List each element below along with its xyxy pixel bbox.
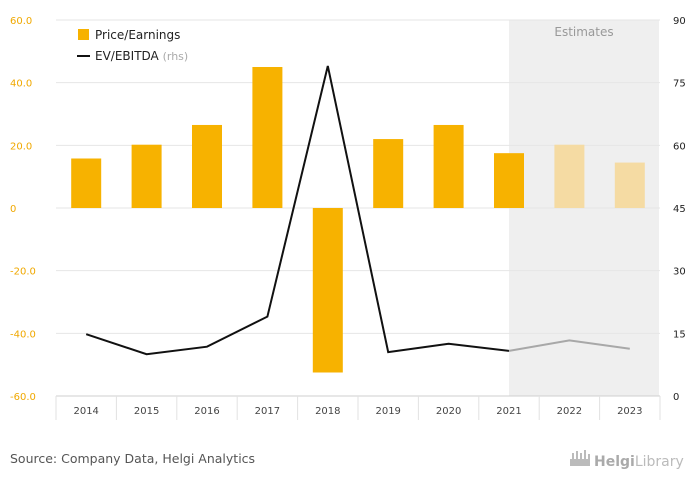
right-tick-label: 45 (673, 204, 686, 215)
line-ev-ebitda-estimate (508, 339, 630, 352)
legend: Price/Earnings EV/EBITDA (rhs) (77, 28, 188, 63)
x-tick-label: 2017 (255, 406, 280, 417)
left-tick-label: 40.0 (10, 79, 32, 90)
bar-price-earnings (433, 124, 464, 208)
helgi-library-logo: HelgiLibrary (570, 450, 684, 470)
left-tick-label: 60.0 (10, 16, 32, 27)
left-tick-label: 20.0 (10, 141, 32, 152)
legend-rhs-note: (rhs) (163, 50, 189, 63)
ev-ebitda-lines (85, 65, 630, 356)
helgi-library-wordmark: HelgiLibrary (594, 454, 684, 470)
x-tick-label: 2018 (315, 406, 340, 417)
helgi-library-logo-icon (570, 450, 590, 466)
x-tick-label: 2014 (73, 406, 98, 417)
x-tick-label: 2016 (194, 406, 219, 417)
legend-label-ev-ebitda: EV/EBITDA (rhs) (95, 49, 188, 63)
bar-price-earnings (71, 158, 102, 208)
bar-price-earnings (373, 139, 404, 208)
estimates-label: Estimates (554, 25, 613, 39)
brand-main: Helgi (594, 454, 635, 470)
bar-price-earnings (131, 144, 162, 208)
x-tick-label: 2015 (134, 406, 159, 417)
right-tick-label: 0 (673, 392, 679, 403)
source-note: Source: Company Data, Helgi Analytics (10, 451, 255, 466)
right-tick-label: 60 (673, 141, 686, 152)
legend-label-price-earnings: Price/Earnings (95, 28, 180, 42)
x-tick-label: 2019 (375, 406, 400, 417)
right-tick-label: 90 (673, 16, 686, 27)
x-tick-label: 2020 (436, 406, 461, 417)
x-tick-label: 2021 (496, 406, 521, 417)
legend-swatch-price-earnings (78, 29, 89, 40)
left-tick-label: -40.0 (10, 329, 36, 340)
left-tick-label: 0 (10, 204, 16, 215)
left-axis-ticks: 60.0 40.0 20.0 0 -20.0 -40.0 -60.0 (10, 16, 36, 403)
right-tick-label: 30 (673, 267, 686, 278)
bar-price-earnings (312, 208, 343, 373)
right-axis-ticks: 90 75 60 45 30 15 0 (673, 16, 686, 403)
x-tick-label: 2022 (557, 406, 582, 417)
x-tick-label: 2023 (617, 406, 642, 417)
bar-price-earnings (554, 144, 585, 208)
bar-price-earnings (252, 67, 283, 208)
right-tick-label: 15 (673, 329, 686, 340)
bar-price-earnings (614, 162, 645, 208)
brand-sub: Library (635, 454, 684, 470)
line-ev-ebitda-actual (85, 65, 510, 356)
right-tick-label: 75 (673, 79, 686, 90)
left-tick-label: -20.0 (10, 267, 36, 278)
left-tick-label: -60.0 (10, 392, 36, 403)
bars (71, 67, 645, 373)
bar-price-earnings (494, 153, 524, 208)
legend-ev-ebitda-name: EV/EBITDA (95, 49, 160, 63)
bar-price-earnings (192, 124, 222, 208)
x-axis: 2014 2015 2016 2017 2018 2019 2020 2021 2022 2023 (55, 395, 661, 420)
